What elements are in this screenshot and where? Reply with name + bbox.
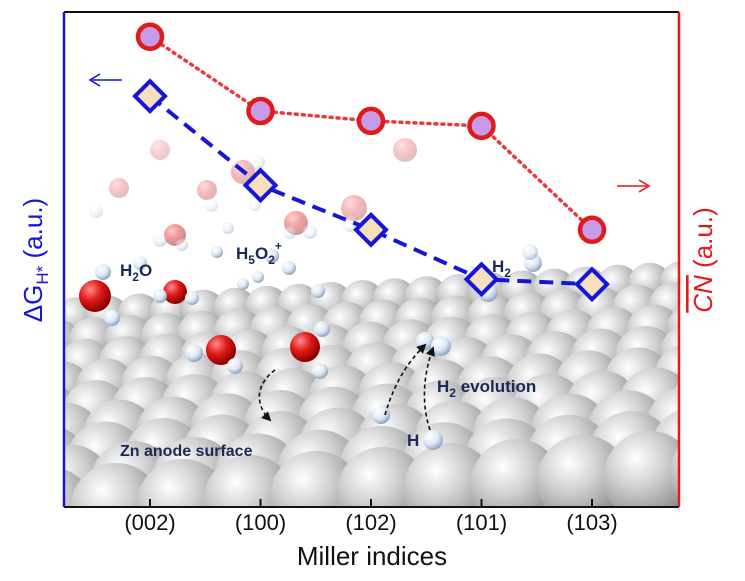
zn-atom bbox=[670, 446, 679, 500]
hydrogen-atom bbox=[176, 239, 188, 251]
hydrogen-atom bbox=[185, 344, 203, 362]
left-axis-arrow bbox=[88, 73, 122, 87]
hydrogen-atom bbox=[249, 199, 261, 211]
hydrogen-atom bbox=[314, 321, 330, 337]
hydrogen-atom bbox=[249, 154, 265, 170]
arrow-h2-evolution bbox=[423, 346, 435, 431]
molecules bbox=[79, 138, 542, 450]
point-circle-1 bbox=[246, 96, 275, 126]
zn-atom bbox=[0, 386, 31, 454]
hydrogen-atom bbox=[372, 406, 390, 424]
y-axis-right-title: CN (a.u.) bbox=[688, 207, 718, 312]
y-axis-left-title: ΔGH* (a.u.) bbox=[18, 198, 52, 322]
point-circle-0 bbox=[135, 22, 165, 51]
x-axis-title: Miller indices bbox=[297, 541, 447, 571]
zn-atom bbox=[0, 344, 33, 400]
hydrogen-atom bbox=[431, 336, 451, 356]
hydrogen-atom bbox=[89, 204, 103, 218]
point-circle-3 bbox=[467, 111, 496, 141]
annotation-h2o: H2O bbox=[120, 261, 152, 284]
hydrogen-atom bbox=[282, 261, 296, 275]
oxygen-atom bbox=[206, 335, 236, 365]
zn-atom bbox=[0, 406, 49, 480]
x-axis: (002) (100) (102) (101) (103) bbox=[124, 499, 618, 535]
zn-atom bbox=[0, 428, 30, 508]
right-axis-arrow bbox=[617, 179, 651, 193]
hydrogen-atom bbox=[104, 310, 120, 326]
svg-text:CN (a.u.): CN (a.u.) bbox=[688, 207, 718, 312]
hydrogen-atom bbox=[237, 278, 249, 290]
oxygen-atom bbox=[109, 178, 129, 198]
x-tick-label: (100) bbox=[235, 510, 286, 535]
hydrogen-atom bbox=[303, 225, 317, 239]
hydrogen-atom bbox=[95, 264, 111, 280]
zn-surface-illustration bbox=[0, 138, 679, 563]
hydrogen-atom bbox=[185, 291, 199, 305]
series-right bbox=[135, 22, 607, 245]
plot-frame bbox=[62, 11, 681, 508]
hydrogen-atom bbox=[133, 256, 147, 270]
hydrogen-atom bbox=[211, 246, 223, 258]
point-diamond-0 bbox=[132, 78, 168, 114]
point-circle-2 bbox=[356, 106, 386, 136]
point-diamond-4 bbox=[574, 266, 610, 303]
oxygen-atom bbox=[393, 138, 417, 162]
point-diamond-3 bbox=[463, 261, 500, 298]
annotation-zn-surface: Zn anode surface bbox=[120, 443, 253, 460]
annotation-h5o2: H5O2+ bbox=[236, 239, 282, 267]
annotation-proton: H bbox=[407, 431, 419, 450]
zn-atom bbox=[0, 364, 47, 426]
x-tick-label: (102) bbox=[345, 510, 396, 535]
oxygen-atom bbox=[79, 280, 111, 312]
hydrogen-atom bbox=[153, 233, 167, 247]
annotation-h2-evolution: H2 evolution bbox=[437, 377, 536, 400]
oxygen-atom bbox=[341, 195, 367, 221]
x-tick-label: (002) bbox=[124, 510, 175, 535]
zn-atom bbox=[0, 303, 2, 347]
svg-text:ΔGH* (a.u.): ΔGH* (a.u.) bbox=[18, 198, 52, 322]
hydrogen-atom bbox=[311, 284, 325, 298]
arrow-h2o-adsorb bbox=[258, 369, 276, 422]
hydrogen-atom bbox=[227, 358, 243, 374]
oxygen-atom bbox=[290, 332, 320, 362]
point-diamond-1 bbox=[242, 167, 279, 204]
oxygen-atom bbox=[150, 140, 170, 160]
hydrogen-atom bbox=[312, 363, 328, 379]
zn-atom bbox=[0, 367, 3, 429]
zn-atom bbox=[0, 471, 29, 563]
x-tick-label: (101) bbox=[456, 510, 507, 535]
oxygen-atom bbox=[163, 280, 187, 304]
zn-atom bbox=[0, 322, 46, 372]
series-layer bbox=[132, 22, 610, 303]
hydrogen-atom bbox=[252, 271, 264, 283]
annotations: H2O H5O2+ H2 H2 evolution H Zn anode sur… bbox=[120, 239, 536, 460]
arrow-h-migration bbox=[384, 343, 427, 416]
series-left bbox=[132, 78, 610, 303]
zn-atom bbox=[672, 380, 679, 423]
hydrogen-atom bbox=[522, 244, 538, 260]
hydrogen-atom bbox=[284, 227, 296, 239]
point-diamond-2 bbox=[353, 211, 389, 248]
series-line-left bbox=[148, 94, 593, 287]
hydrogen-atom bbox=[222, 222, 234, 234]
zn-atom bbox=[0, 448, 51, 534]
hydrogen-atom bbox=[204, 198, 218, 212]
hydrogen-atom bbox=[342, 216, 358, 232]
oxygen-atom bbox=[197, 180, 217, 200]
annotation-h2: H2 bbox=[492, 257, 511, 280]
point-circle-4 bbox=[577, 215, 607, 245]
zn-atom bbox=[603, 430, 679, 507]
hydrogen-atom bbox=[153, 289, 167, 303]
hydrogen-atom bbox=[423, 430, 443, 450]
zn-atom bbox=[0, 324, 10, 374]
hydrogen-atom bbox=[265, 249, 279, 263]
axis-indicators bbox=[88, 73, 651, 193]
x-tick-label: (103) bbox=[566, 510, 617, 535]
